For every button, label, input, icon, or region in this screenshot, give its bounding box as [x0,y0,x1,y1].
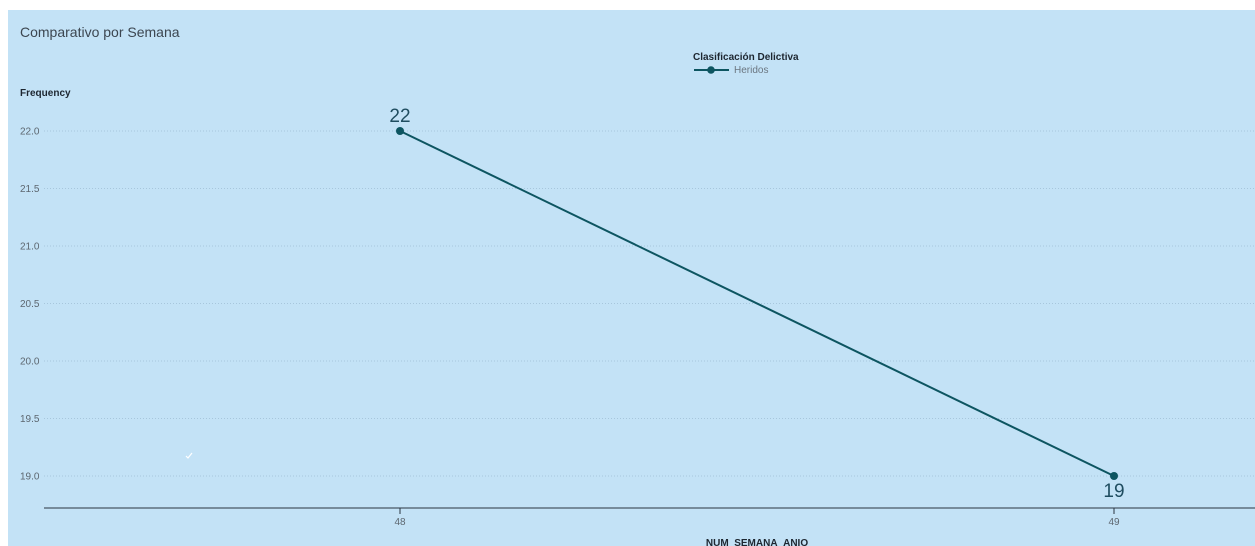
x-tick-label: 48 [394,517,406,528]
chart-title: Comparativo por Semana [20,24,180,40]
y-tick-label: 21.5 [20,184,40,195]
y-axis-title: Frequency [20,88,71,99]
x-axis-title: NUM_SEMANA_ANIO [706,538,808,546]
data-label: 19 [1103,481,1124,502]
data-point[interactable] [1110,472,1118,480]
y-tick-label: 21.0 [20,242,40,253]
y-tick-label: 22.0 [20,127,40,138]
data-point[interactable] [396,127,404,135]
y-tick-label: 19.5 [20,414,40,425]
y-tick-label: 20.5 [20,299,40,310]
legend-title: Clasificación Delictiva [693,52,799,63]
legend-label-heridos[interactable]: Heridos [734,65,768,76]
series-line-heridos [399,130,1115,477]
y-tick-label: 19.0 [20,472,40,483]
legend-marker-swatch [707,66,715,74]
legend: Clasificación Delictiva Heridos [693,52,799,76]
data-label: 22 [389,106,410,127]
y-tick-label: 20.0 [20,357,40,368]
check-icon [185,452,193,459]
chart-panel [8,10,1255,546]
x-tick-label: 49 [1108,517,1120,528]
